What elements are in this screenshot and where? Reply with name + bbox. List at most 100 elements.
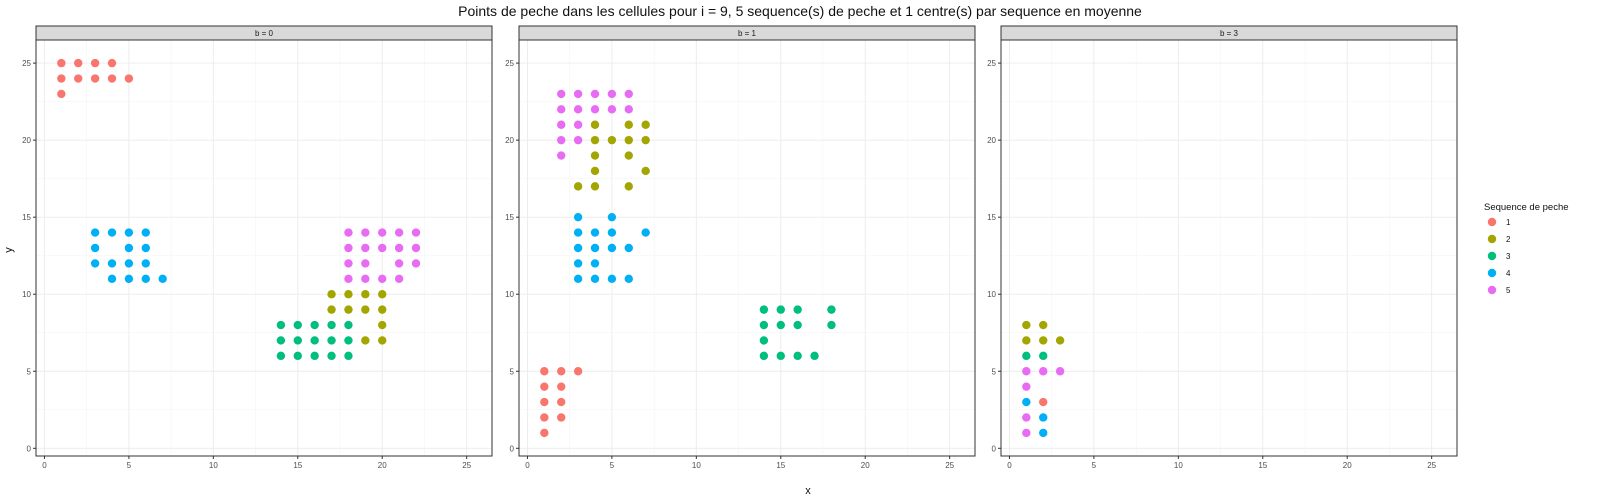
data-point: [310, 351, 319, 361]
x-tick-label: 10: [1174, 461, 1183, 470]
data-point: [276, 336, 286, 345]
data-point: [90, 259, 100, 268]
series-4: [90, 228, 167, 284]
data-point: [1022, 413, 1031, 422]
data-point: [540, 397, 549, 407]
facet-strip-label: b = 1: [738, 29, 757, 38]
data-point: [74, 58, 83, 68]
y-tick-label: 0: [27, 444, 32, 453]
data-point: [361, 274, 370, 284]
panel-background: [519, 40, 975, 456]
data-point: [276, 351, 286, 361]
data-point: [394, 259, 404, 268]
data-point: [361, 243, 370, 253]
y-tick-label: 25: [22, 59, 31, 68]
data-point: [1039, 428, 1048, 438]
facet-panel: b = 1 0 5 10 15 20 25 0 5 10 15 20 25: [505, 25, 976, 470]
data-point: [327, 336, 336, 345]
data-point: [624, 151, 633, 160]
data-point: [378, 336, 387, 345]
legend-key: [1487, 268, 1497, 278]
data-point: [1039, 336, 1048, 345]
panel-border: [35, 39, 493, 457]
data-point: [557, 397, 566, 407]
data-point: [1022, 397, 1031, 407]
y-tick-label: 5: [510, 367, 515, 376]
legend-entries: 1 2 3 4 5: [1487, 217, 1511, 295]
series-4: [1022, 397, 1048, 438]
data-point: [607, 135, 617, 145]
data-point: [573, 274, 583, 284]
data-point: [641, 120, 650, 129]
legend-key: [1487, 251, 1497, 261]
data-point: [573, 212, 583, 222]
y-tick-label: 15: [22, 213, 31, 222]
x-tick-label: 15: [776, 461, 785, 470]
data-point: [590, 182, 600, 191]
data-point: [793, 320, 802, 330]
data-point: [293, 351, 302, 361]
data-point: [90, 74, 100, 83]
data-point: [557, 151, 566, 160]
facet-panel: b = 0 0 5 10 15 20 25 0 5 10 15 20 25: [22, 25, 493, 470]
data-point: [590, 120, 600, 129]
data-point: [344, 305, 353, 314]
data-point: [344, 351, 353, 361]
data-point: [378, 320, 387, 330]
series-3: [759, 305, 836, 361]
data-point: [344, 320, 353, 330]
legend-label: 2: [1506, 235, 1511, 244]
facet-strip-label: b = 0: [255, 29, 274, 38]
legend-key: [1487, 234, 1497, 244]
legend-label: 1: [1506, 218, 1511, 227]
y-tick-label: 15: [987, 213, 996, 222]
series-1: [540, 367, 583, 438]
data-point: [827, 305, 836, 314]
data-point: [361, 336, 370, 345]
series-5: [557, 89, 633, 160]
data-point: [394, 228, 404, 237]
data-point: [590, 228, 600, 237]
data-point: [590, 259, 600, 268]
legend-entry: 1: [1487, 217, 1511, 227]
series-2: [573, 120, 650, 191]
data-point: [141, 259, 150, 268]
data-point: [344, 290, 353, 299]
series-5: [1022, 367, 1065, 438]
data-point: [1022, 428, 1031, 438]
data-point: [590, 89, 600, 99]
x-tick-label: 25: [462, 461, 471, 470]
data-point: [557, 135, 566, 145]
data-point: [776, 320, 785, 330]
data-point: [624, 105, 633, 114]
data-point: [590, 151, 600, 160]
data-point: [607, 228, 617, 237]
data-point: [158, 274, 167, 284]
data-point: [124, 228, 134, 237]
data-point: [557, 382, 566, 391]
series-1: [1039, 397, 1048, 407]
data-point: [378, 228, 387, 237]
data-point: [141, 228, 150, 237]
x-axis-title: x: [805, 485, 811, 497]
data-point: [141, 274, 150, 284]
data-point: [573, 182, 583, 191]
data-point: [378, 290, 387, 299]
x-tick-label: 0: [42, 461, 47, 470]
series-3: [1022, 351, 1048, 361]
data-point: [759, 320, 769, 330]
data-point: [557, 120, 566, 129]
legend-label: 4: [1506, 269, 1511, 278]
x-tick-label: 5: [610, 461, 615, 470]
legend: Sequence de peche 1 2 3 4 5: [1484, 202, 1569, 295]
legend-label: 5: [1506, 286, 1511, 295]
data-point: [107, 58, 117, 68]
data-point: [590, 243, 600, 253]
data-point: [557, 413, 566, 422]
data-point: [573, 259, 583, 268]
data-point: [624, 243, 633, 253]
data-point: [344, 336, 353, 345]
data-point: [361, 259, 370, 268]
facet-panel: b = 3 0 5 10 15 20 25 0 5 10 15 20 25: [987, 25, 1458, 470]
legend-key: [1487, 217, 1497, 227]
